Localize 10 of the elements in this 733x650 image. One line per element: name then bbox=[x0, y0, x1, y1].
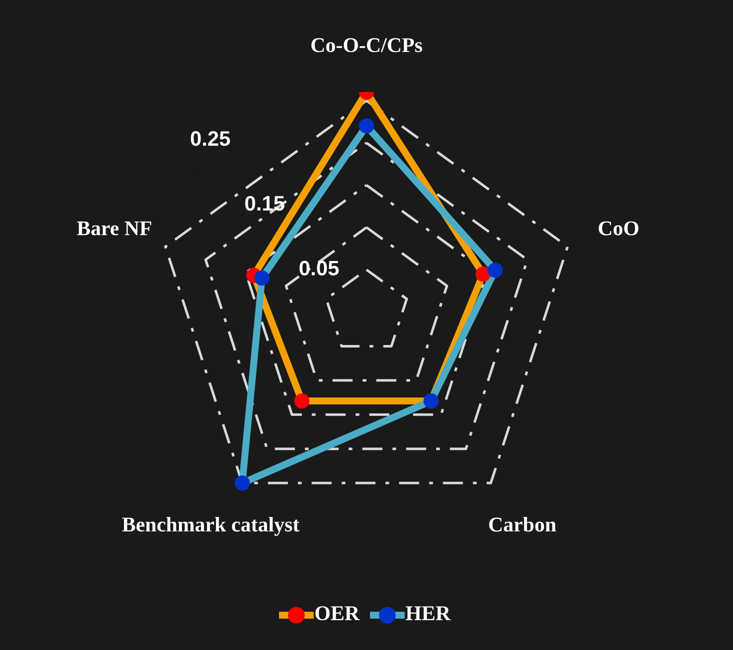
spoke-label: Benchmark catalyst bbox=[122, 516, 300, 536]
y-tick-label: 0.05 bbox=[300, 260, 339, 276]
spoke-label: Co-O-C/CPs bbox=[311, 38, 422, 52]
legend-label: OER bbox=[315, 606, 360, 620]
y-tick-label: 0.15 bbox=[245, 196, 284, 211]
spoke-label: Bare NF bbox=[77, 221, 152, 236]
y-tick-label: 0.25 bbox=[190, 131, 230, 146]
legend-label: HER bbox=[406, 606, 451, 620]
spoke-label: CoO bbox=[598, 221, 638, 236]
spoke-label: Carbon bbox=[489, 516, 556, 532]
